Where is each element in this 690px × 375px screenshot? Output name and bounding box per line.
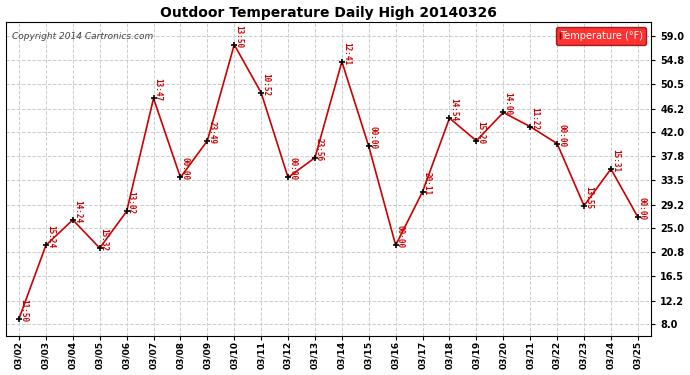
Text: 14:54: 14:54 (449, 98, 458, 121)
Text: 14:00: 14:00 (503, 93, 512, 116)
Text: 00:00: 00:00 (638, 197, 647, 220)
Text: 15:24: 15:24 (46, 225, 55, 248)
Text: 13:02: 13:02 (127, 191, 136, 214)
Text: 15:20: 15:20 (476, 121, 485, 144)
Text: 13:55: 13:55 (584, 186, 593, 209)
Text: 10:52: 10:52 (261, 73, 270, 96)
Text: 00:00: 00:00 (395, 225, 405, 248)
Legend: Temperature (°F): Temperature (°F) (555, 27, 647, 45)
Text: 15:32: 15:32 (100, 228, 109, 251)
Text: 00:00: 00:00 (368, 126, 378, 150)
Text: 11:22: 11:22 (530, 106, 539, 130)
Text: 23:49: 23:49 (208, 121, 217, 144)
Text: 15:31: 15:31 (611, 149, 620, 172)
Title: Outdoor Temperature Daily High 20140326: Outdoor Temperature Daily High 20140326 (160, 6, 497, 20)
Text: 13:50: 13:50 (234, 25, 244, 48)
Text: 13:47: 13:47 (154, 78, 163, 102)
Text: 00:00: 00:00 (181, 158, 190, 180)
Text: 11:50: 11:50 (19, 298, 28, 322)
Text: 14:24: 14:24 (73, 200, 82, 223)
Text: 20:11: 20:11 (422, 171, 431, 195)
Text: 23:56: 23:56 (315, 138, 324, 161)
Text: 00:00: 00:00 (288, 158, 297, 180)
Text: Copyright 2014 Cartronics.com: Copyright 2014 Cartronics.com (12, 32, 153, 40)
Text: 12:41: 12:41 (342, 42, 351, 65)
Text: 00:00: 00:00 (557, 123, 566, 147)
